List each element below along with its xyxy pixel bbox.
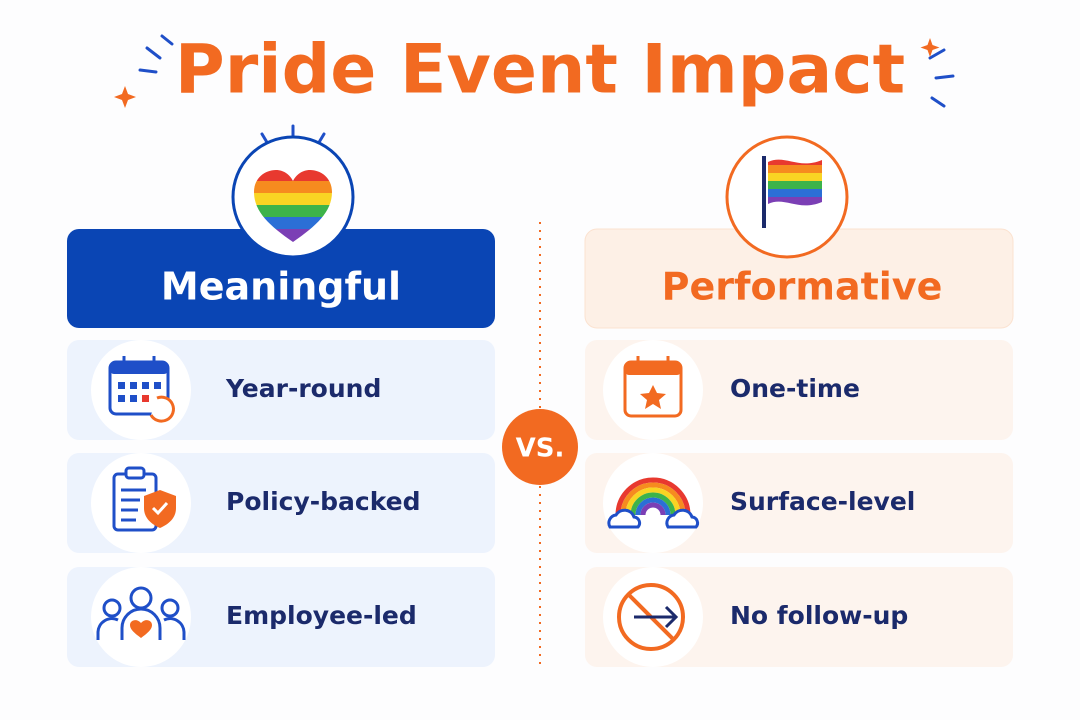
calendar-star-icon (623, 356, 683, 418)
item-label: No follow-up (730, 601, 908, 630)
item-label: One-time (730, 374, 860, 403)
heading-box (67, 229, 495, 328)
heading: Performative (662, 265, 943, 309)
policy-icon (112, 466, 176, 532)
people-icon (96, 586, 186, 640)
item-label: Year-round (225, 374, 381, 403)
vs-label: VS. (516, 434, 565, 464)
rainbow-flag (768, 159, 822, 206)
decoration (138, 34, 955, 108)
item-label: Employee-led (226, 601, 417, 630)
decoration (114, 86, 136, 108)
vs-badge (502, 409, 578, 485)
icon-circle (91, 567, 191, 667)
calendar-icon (108, 356, 175, 423)
decoration (920, 38, 940, 57)
no-follow-up-icon (617, 583, 685, 651)
rainbow-icon (607, 477, 700, 529)
title: Pride Event Impact (175, 31, 905, 110)
item-label: Surface-level (730, 487, 915, 516)
heading: Meaningful (161, 265, 401, 309)
item-label: Policy-backed (226, 487, 421, 516)
